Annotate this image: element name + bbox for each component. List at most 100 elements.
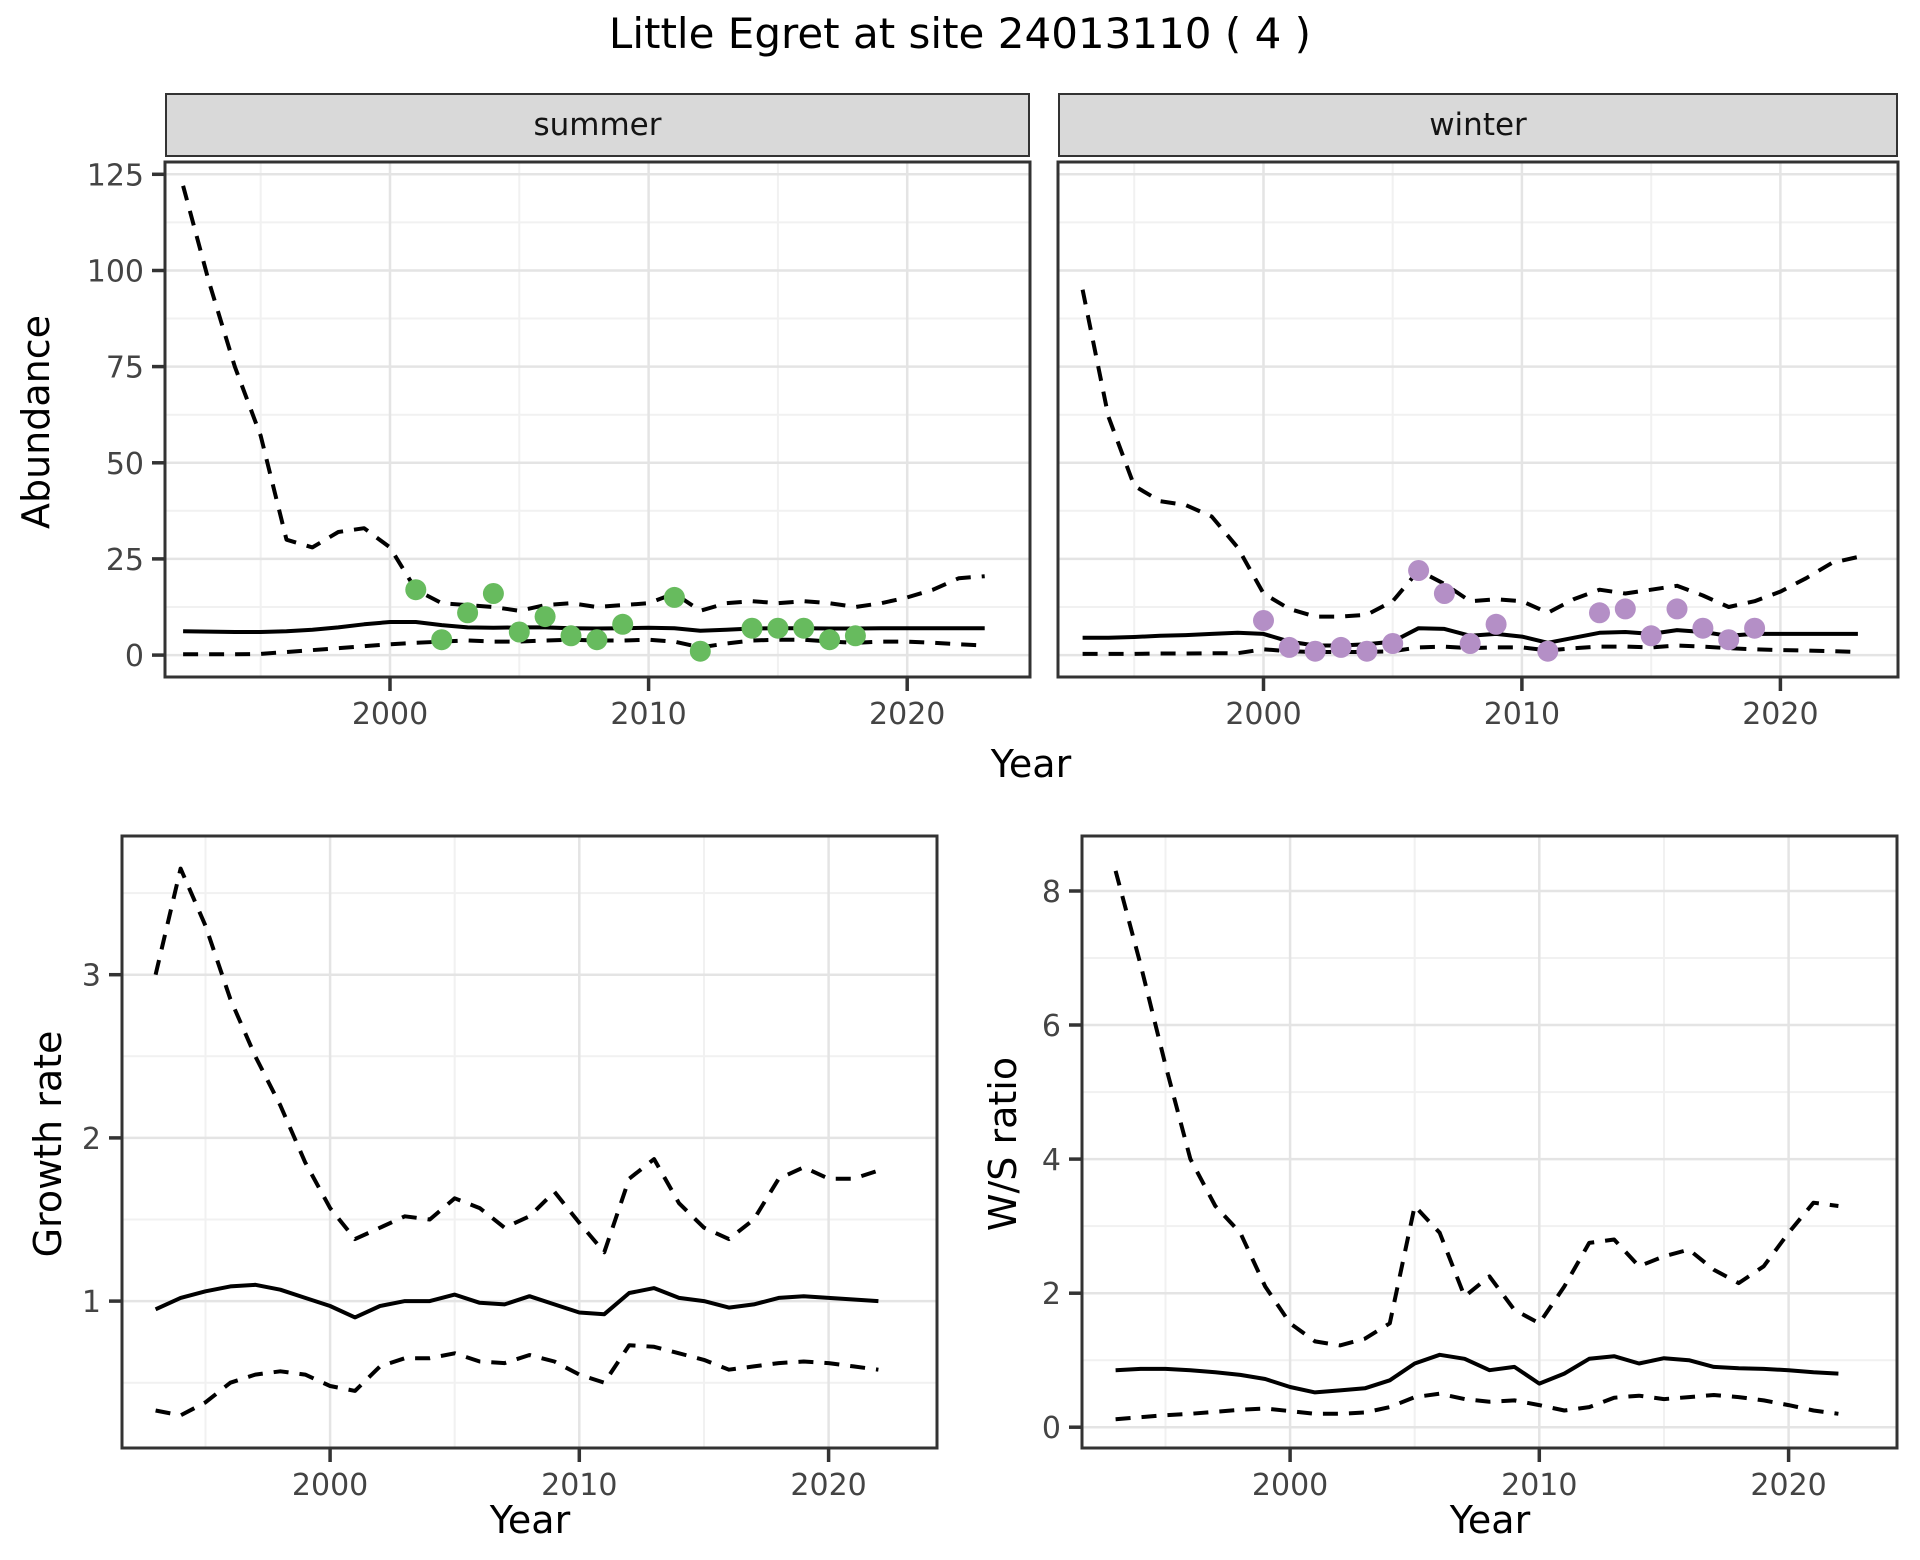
observation-point bbox=[1614, 598, 1636, 620]
x-tick-label: 2020 bbox=[869, 697, 945, 732]
observation-points bbox=[1253, 560, 1766, 662]
panel-border bbox=[1080, 834, 1899, 1450]
panel-border bbox=[1056, 160, 1900, 679]
page-title: Little Egret at site 24013110 ( 4 ) bbox=[608, 9, 1312, 58]
axis-ticks: 2000 2010 2020 0 25 50 75 100 125 bbox=[87, 158, 946, 732]
observation-point bbox=[612, 613, 634, 635]
observation-point bbox=[1692, 617, 1714, 639]
facet-strip-label-winter: winter bbox=[1429, 107, 1527, 143]
series-median-line bbox=[154, 1282, 879, 1320]
x-axis-title-year-bottom-right: Year bbox=[1449, 1498, 1531, 1542]
observation-point bbox=[586, 629, 608, 651]
x-tick-label: 2000 bbox=[1225, 697, 1301, 732]
grid-major bbox=[1082, 836, 1897, 1448]
axis-ticks: 2000 2010 2020 0 2 4 6 8 bbox=[1042, 875, 1827, 1503]
observation-point bbox=[405, 579, 427, 601]
x-tick-label: 2000 bbox=[352, 697, 428, 732]
observation-point bbox=[1718, 629, 1740, 651]
x-tick-label: 2020 bbox=[1742, 697, 1818, 732]
observation-point bbox=[1666, 598, 1688, 620]
observation-point bbox=[819, 629, 841, 651]
observation-point bbox=[1408, 560, 1430, 581]
observation-point bbox=[1278, 636, 1300, 658]
y-tick-label: 4 bbox=[1042, 1143, 1061, 1178]
observation-point bbox=[534, 606, 556, 628]
panel-background bbox=[122, 836, 937, 1448]
panel-ws-ratio: 2000 2010 2020 0 2 4 6 8 bbox=[1042, 834, 1899, 1503]
observation-point bbox=[1253, 610, 1274, 631]
x-tick-label: 2020 bbox=[1750, 1468, 1826, 1503]
observation-point bbox=[689, 640, 711, 662]
x-tick-label: 2000 bbox=[1252, 1468, 1328, 1503]
observation-point bbox=[431, 629, 453, 651]
observation-point bbox=[1356, 640, 1378, 662]
y-tick-label: 0 bbox=[125, 639, 144, 674]
y-tick-label: 2 bbox=[82, 1122, 101, 1157]
y-tick-label: 3 bbox=[82, 959, 101, 994]
observation-point bbox=[1640, 625, 1662, 647]
y-axis-title-growth-rate: Growth rate bbox=[26, 1030, 70, 1258]
grid-major bbox=[165, 162, 1030, 677]
series-upper95-line bbox=[1113, 870, 1839, 1348]
y-axis-title-ws-ratio: W/S ratio bbox=[981, 1056, 1025, 1232]
series-median-line bbox=[1115, 1352, 1839, 1395]
y-tick-label: 100 bbox=[87, 255, 144, 290]
observation-point bbox=[844, 625, 866, 647]
panel-background bbox=[1058, 162, 1898, 677]
grid-minor bbox=[1082, 836, 1897, 1448]
series-upper95-line bbox=[153, 866, 880, 1255]
panel-growth-rate: 2000 2010 2020 1 2 3 bbox=[82, 834, 939, 1503]
panel-border bbox=[163, 160, 1032, 679]
observation-point bbox=[1433, 583, 1455, 604]
facet-strip-summer: summer bbox=[165, 93, 1030, 157]
panel-background bbox=[165, 162, 1030, 677]
grid-minor bbox=[165, 162, 1030, 677]
observation-point bbox=[793, 617, 815, 639]
observation-point bbox=[508, 621, 530, 643]
observation-point bbox=[1485, 613, 1507, 635]
observation-point bbox=[457, 602, 479, 624]
observation-point bbox=[741, 617, 763, 639]
series-upper95-line bbox=[181, 185, 985, 613]
facet-strip-label-summer: summer bbox=[533, 107, 662, 143]
x-tick-label: 2010 bbox=[1484, 697, 1560, 732]
y-tick-label: 75 bbox=[106, 351, 144, 386]
observation-point bbox=[560, 625, 582, 647]
x-tick-label: 2000 bbox=[292, 1468, 368, 1503]
observation-point bbox=[1589, 602, 1610, 624]
observation-point bbox=[1537, 640, 1559, 662]
observation-points bbox=[405, 579, 866, 662]
observation-point bbox=[1304, 640, 1326, 662]
series-lower95-line bbox=[155, 1343, 879, 1418]
observation-point bbox=[1459, 633, 1481, 654]
x-tick-label: 2020 bbox=[790, 1468, 866, 1503]
grid-minor bbox=[122, 836, 937, 1448]
y-tick-label: 6 bbox=[1042, 1009, 1061, 1044]
panel-abundance-winter: 2000 2010 2020 bbox=[1056, 160, 1900, 732]
y-tick-label: 125 bbox=[87, 158, 144, 193]
axis-ticks: 2000 2010 2020 1 2 3 bbox=[82, 959, 867, 1503]
panel-background bbox=[1082, 836, 1897, 1448]
facet-strip-winter: winter bbox=[1058, 93, 1898, 157]
observation-point bbox=[1744, 617, 1766, 639]
observation-point bbox=[767, 617, 789, 639]
x-tick-label: 2010 bbox=[1501, 1468, 1577, 1503]
y-tick-label: 0 bbox=[1042, 1411, 1061, 1446]
y-tick-label: 50 bbox=[106, 447, 144, 482]
y-tick-label: 1 bbox=[82, 1285, 101, 1320]
x-axis-title-year-bottom-left: Year bbox=[489, 1498, 571, 1542]
x-tick-label: 2010 bbox=[541, 1468, 617, 1503]
y-axis-title-abundance: Abundance bbox=[14, 314, 58, 530]
observation-point bbox=[482, 583, 504, 604]
panel-border bbox=[120, 834, 939, 1450]
y-tick-label: 2 bbox=[1042, 1277, 1061, 1312]
y-tick-label: 25 bbox=[106, 543, 144, 578]
observation-point bbox=[663, 586, 685, 608]
x-tick-label: 2010 bbox=[610, 697, 686, 732]
observation-point bbox=[1382, 633, 1404, 654]
axis-ticks: 2000 2010 2020 bbox=[1225, 678, 1819, 732]
y-tick-label: 8 bbox=[1042, 875, 1061, 910]
series-upper95-line bbox=[1080, 289, 1859, 619]
